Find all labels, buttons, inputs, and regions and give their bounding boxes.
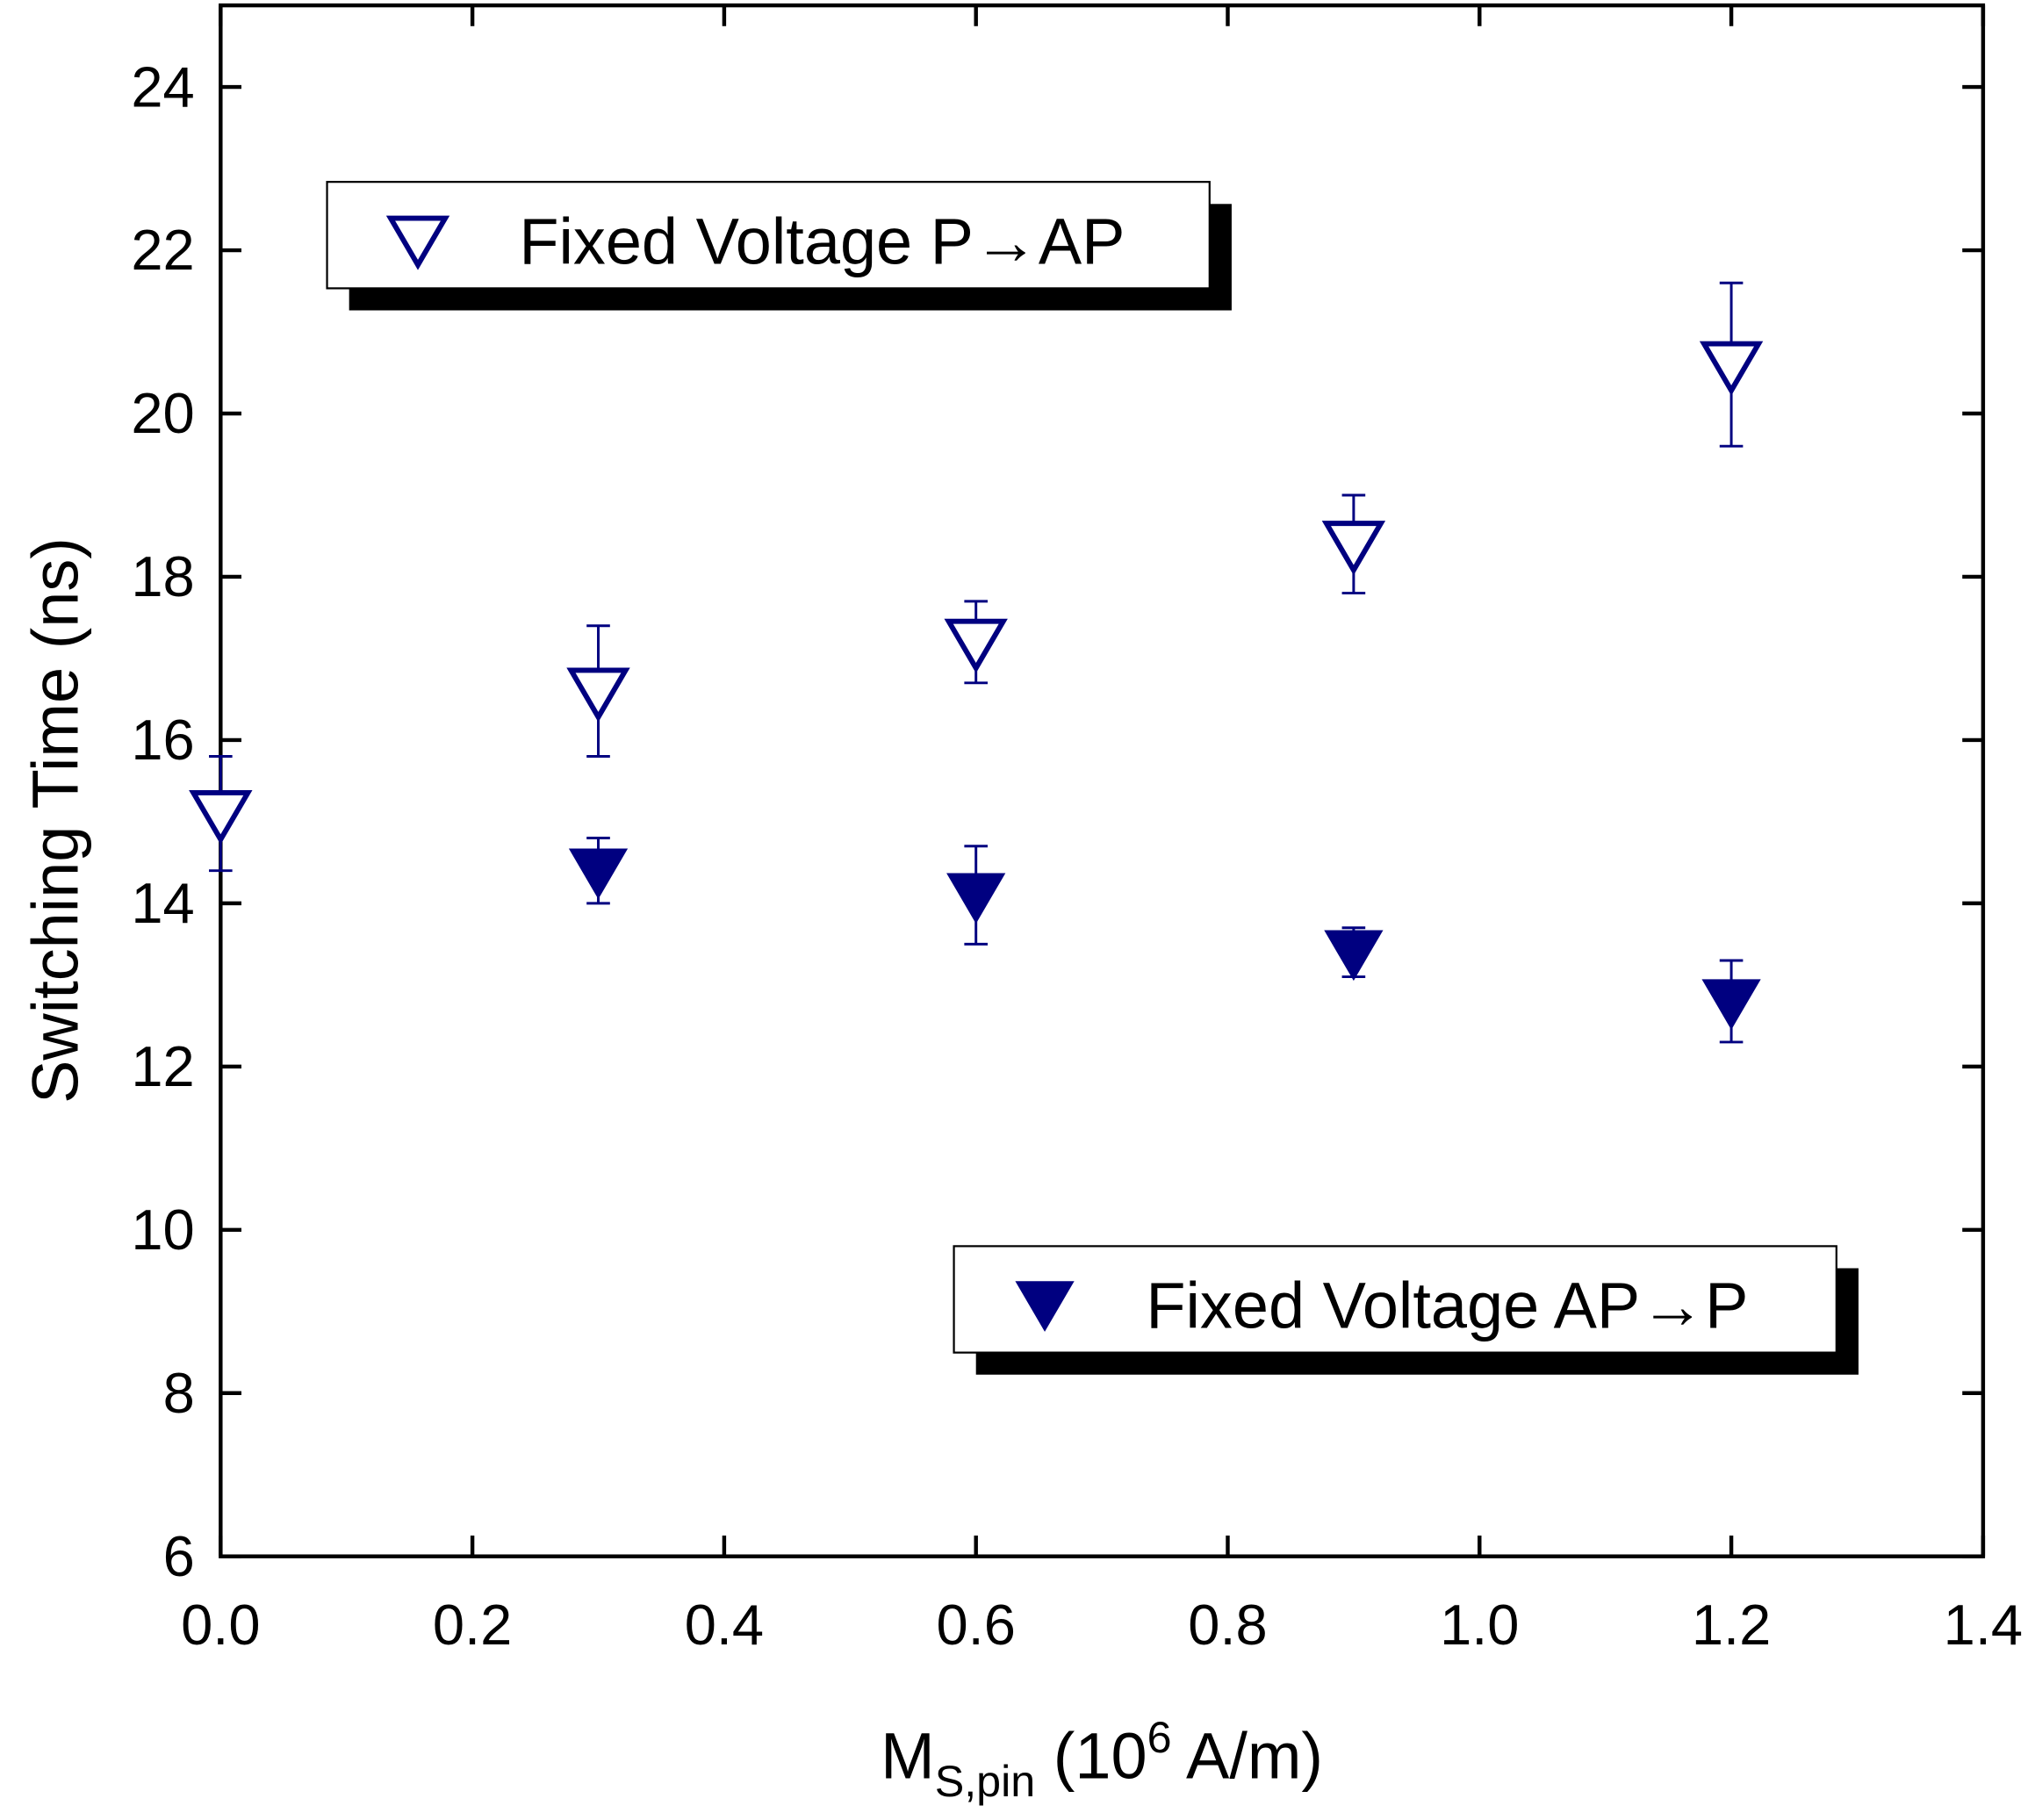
x-label-mid: (10 [1035,1719,1147,1792]
marker [946,873,1006,924]
x-axis-label: MS,pin (106 A/m) [881,1713,1323,1806]
y-tick-label: 10 [131,1198,194,1262]
x-label-sub: S,pin [935,1757,1036,1806]
marker [566,667,630,723]
legend-box [953,1245,1837,1354]
y-tick-label: 16 [131,708,194,772]
legend-box [326,181,1211,290]
x-tick-label: 0.6 [936,1593,1015,1657]
x-tick-label: 1.2 [1692,1593,1771,1657]
y-tick-label: 20 [131,381,194,445]
y-tick-label: 22 [131,218,194,282]
x-tick-label: 0.4 [685,1593,764,1657]
legend-marker [385,215,450,270]
x-label-main: M [881,1719,935,1792]
y-axis-label: Switching Time (ns) [19,537,92,1104]
legend-label: Fixed Voltage P→AP [519,205,1125,277]
y-tick-label: 18 [131,544,194,608]
y-tick-label: 14 [131,871,194,935]
x-tick-label: 0.0 [181,1593,260,1657]
marker [944,618,1008,673]
x-label-end: A/m) [1172,1719,1323,1792]
y-tick-label: 8 [163,1361,195,1425]
x-tick-label: 1.4 [1944,1593,2023,1657]
y-tick-label: 24 [131,54,194,119]
marker [189,789,253,845]
x-tick-label: 1.0 [1440,1593,1519,1657]
y-tick-label: 12 [131,1034,194,1098]
y-tick-label: 6 [163,1524,195,1588]
x-tick-label: 0.8 [1188,1593,1267,1657]
x-tick-label: 0.2 [433,1593,512,1657]
marker [1701,979,1761,1030]
marker [1699,341,1764,396]
x-label-sup: 6 [1147,1713,1172,1762]
marker [1324,930,1384,982]
legend-marker [1015,1281,1075,1332]
marker [1321,521,1386,576]
marker [568,848,629,900]
legend-label: Fixed Voltage AP→P [1146,1270,1748,1342]
